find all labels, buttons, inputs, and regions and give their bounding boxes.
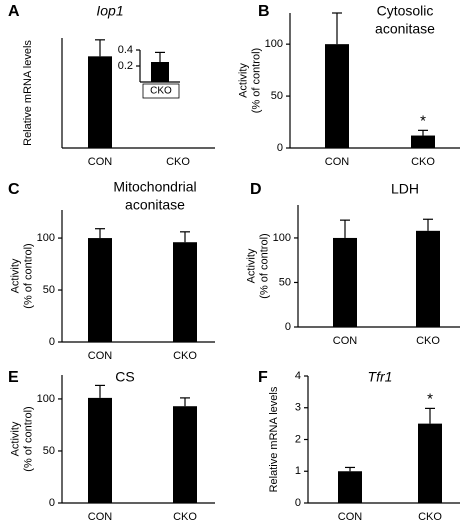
- bar: [173, 242, 197, 342]
- bar: [151, 62, 169, 82]
- x-tick-label: CKO: [418, 511, 442, 520]
- x-tick-label: CON: [88, 511, 113, 520]
- x-tick-label: CON: [325, 156, 350, 168]
- bar: [325, 44, 349, 148]
- y-tick-label: 0: [49, 336, 55, 348]
- bar: [88, 56, 112, 149]
- bar: [173, 406, 197, 503]
- panel-label: B: [258, 3, 270, 20]
- x-tick-label: CKO: [166, 156, 190, 168]
- bar: [338, 471, 362, 503]
- y-tick-label: 3: [295, 402, 301, 414]
- x-tick-label: CKO: [173, 511, 197, 520]
- y-tick-label: 0: [285, 321, 291, 333]
- bar: [88, 397, 112, 503]
- y-tick-label: 100: [37, 393, 55, 405]
- panel-label: F: [258, 369, 268, 386]
- y-tick-label: 0: [295, 497, 301, 509]
- y-tick-label: 4: [295, 370, 301, 382]
- x-tick-label: CON: [88, 350, 113, 362]
- annotation: *: [420, 112, 426, 129]
- y-axis-label: Relative mRNA levels: [268, 386, 280, 492]
- y-tick-label: 0.4: [118, 44, 133, 56]
- y-axis-label: Relative mRNA levels: [22, 40, 34, 146]
- x-tick-label: CON: [88, 156, 113, 168]
- panel-label: C: [8, 181, 20, 198]
- y-tick-label: 2: [295, 433, 301, 445]
- chart-title: LDH: [391, 181, 419, 197]
- bar: [418, 423, 442, 503]
- chart-title: Mitochondrial: [113, 179, 196, 195]
- chart-title: Cytosolic: [377, 3, 434, 19]
- y-tick-label: 50: [43, 284, 55, 296]
- y-tick-label: 50: [43, 445, 55, 457]
- x-tick-label: CON: [338, 511, 363, 520]
- chart-title: aconitase: [375, 21, 435, 37]
- y-axis-label: Activity: [245, 248, 257, 283]
- inset-label-box: [142, 83, 180, 99]
- bar: [333, 237, 357, 327]
- y-axis-label: Activity: [237, 63, 249, 98]
- y-tick-label: 50: [271, 90, 283, 102]
- x-tick-label: CKO: [411, 156, 435, 168]
- chart-title: Tfr1: [368, 369, 393, 385]
- y-tick-label: 1: [295, 465, 301, 477]
- y-tick-label: 0: [49, 497, 55, 509]
- panel-label: E: [8, 369, 19, 386]
- bar: [411, 135, 435, 148]
- chart-title: aconitase: [125, 197, 185, 213]
- chart-title: Iop1: [96, 3, 123, 19]
- y-tick-label: 100: [273, 232, 291, 244]
- x-tick-label: CKO: [173, 350, 197, 362]
- x-tick-label: CKO: [150, 86, 172, 97]
- panel-label: D: [250, 181, 262, 198]
- y-tick-label: 100: [265, 38, 283, 50]
- bar: [88, 238, 112, 342]
- y-axis-label: Activity: [9, 258, 21, 293]
- x-tick-label: CKO: [416, 335, 440, 347]
- y-tick-label: 100: [37, 232, 55, 244]
- y-tick-label: 50: [279, 276, 291, 288]
- y-axis-label: (% of control): [22, 243, 34, 308]
- panel-label: A: [8, 3, 20, 20]
- y-axis-label: Activity: [9, 421, 21, 456]
- y-axis-label: (% of control): [22, 406, 34, 471]
- y-tick-label: 0: [277, 142, 283, 154]
- y-axis-label: (% of control): [250, 48, 262, 113]
- chart-title: CS: [115, 369, 134, 385]
- bar: [416, 230, 440, 327]
- x-tick-label: CON: [333, 335, 358, 347]
- y-tick-label: 0.2: [118, 60, 133, 72]
- y-axis-label: (% of control): [258, 233, 270, 298]
- annotation: *: [427, 390, 433, 407]
